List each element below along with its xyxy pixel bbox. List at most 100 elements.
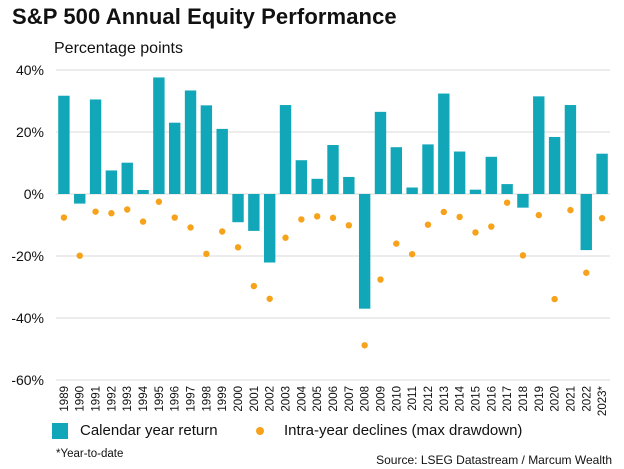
source-note: Source: LSEG Datastream / Marcum Wealth xyxy=(376,453,612,467)
bar xyxy=(105,170,118,194)
drawdown-dot xyxy=(408,250,416,258)
drawdown-dot xyxy=(203,250,210,258)
x-tick-label: 2018 xyxy=(518,386,530,412)
y-tick-label: -60% xyxy=(11,372,44,388)
bar xyxy=(580,194,592,251)
drawdown-dot xyxy=(503,199,511,206)
bar xyxy=(390,147,403,194)
drawdown-dot xyxy=(535,211,542,219)
drawdown-dot xyxy=(76,252,83,259)
x-tick-label: 2019 xyxy=(534,386,546,412)
drawdown-dot xyxy=(424,221,432,228)
chart-title: S&P 500 Annual Equity Performance xyxy=(12,4,397,29)
gridlines xyxy=(56,69,610,381)
bar xyxy=(438,93,450,194)
y-tick-label: -40% xyxy=(11,310,44,326)
bar xyxy=(216,128,228,194)
drawdown-dot xyxy=(108,210,115,217)
drawdown-dot xyxy=(313,213,321,220)
x-tick-label: 2000 xyxy=(233,386,245,412)
drawdown-dot xyxy=(282,234,289,241)
x-tick-label: 2004 xyxy=(296,385,308,411)
drawdown-dot xyxy=(393,240,400,247)
legend-item-calendar-return: Calendar year return xyxy=(52,422,218,439)
x-tick-label: 2007 xyxy=(344,386,356,412)
drawdown-dot xyxy=(187,224,194,231)
bar xyxy=(279,105,292,194)
x-tick-label: 1991 xyxy=(91,386,103,412)
bar xyxy=(200,105,213,194)
legend-bar-swatch xyxy=(52,422,68,439)
bar xyxy=(153,77,165,194)
bar xyxy=(406,187,418,194)
bar xyxy=(453,151,466,194)
drawdown-dot xyxy=(171,214,178,221)
drawdown-dot xyxy=(472,229,479,236)
bar xyxy=(564,105,577,194)
x-tick-label: 2014 xyxy=(455,385,467,411)
bar xyxy=(311,178,323,194)
y-tick-label: 0% xyxy=(24,186,44,202)
drawdown-dot xyxy=(583,269,590,276)
x-tick-label: 2020 xyxy=(550,386,562,412)
x-tick-label: 2008 xyxy=(360,386,372,412)
bar xyxy=(358,194,371,309)
bar xyxy=(263,194,276,263)
drawdown-dot xyxy=(155,198,163,205)
drawdown-dot xyxy=(551,295,558,303)
drawdown-dot xyxy=(250,282,258,290)
drawdown-dot xyxy=(139,218,147,225)
bar xyxy=(232,194,244,223)
drawdown-dot xyxy=(488,223,495,230)
bar xyxy=(295,160,308,194)
x-tick-label: 2002 xyxy=(265,386,277,412)
x-tick-label: 2003 xyxy=(281,386,293,412)
x-tick-label: 2017 xyxy=(502,386,514,412)
legend-dot-swatch xyxy=(256,426,264,435)
bar xyxy=(74,194,86,204)
x-tick-label: 2006 xyxy=(328,386,340,412)
x-tick-label: 1989 xyxy=(59,386,71,412)
drawdown-dot xyxy=(567,206,574,214)
dot-series xyxy=(60,198,606,349)
x-tick-label: 1997 xyxy=(186,386,198,412)
x-tick-label: 1998 xyxy=(201,386,213,412)
bar xyxy=(517,194,529,208)
bar xyxy=(58,95,70,194)
bar xyxy=(469,189,482,194)
drawdown-dot xyxy=(456,213,463,221)
y-axis-ticks: 40% 20% 0% -20% -40% -60% xyxy=(11,62,44,388)
drawdown-dot xyxy=(329,214,337,222)
x-tick-label: 2012 xyxy=(423,386,435,412)
drawdown-dot xyxy=(266,295,273,302)
bar xyxy=(137,189,149,194)
drawdown-dot xyxy=(440,208,447,216)
y-tick-label: 40% xyxy=(16,62,44,78)
bar xyxy=(596,153,608,194)
x-tick-label: 2016 xyxy=(486,386,498,412)
x-tick-label: 2001 xyxy=(249,386,261,412)
bar xyxy=(327,145,339,194)
legend-label-intra-year-declines: Intra-year declines (max drawdown) xyxy=(284,422,523,439)
y-tick-label: -20% xyxy=(11,248,44,264)
drawdown-dot xyxy=(298,216,305,223)
x-tick-label: 1992 xyxy=(106,386,118,412)
bar xyxy=(184,90,197,194)
x-tick-label: 2021 xyxy=(565,386,577,412)
legend-item-intra-year-declines: Intra-year declines (max drawdown) xyxy=(256,422,522,439)
x-tick-label: 2009 xyxy=(375,386,387,412)
bar xyxy=(343,176,355,194)
x-tick-label: 2013 xyxy=(439,386,451,412)
bar xyxy=(548,136,561,194)
bar xyxy=(501,184,513,194)
y-tick-label: 20% xyxy=(16,124,44,140)
legend-label-calendar-return: Calendar year return xyxy=(80,422,218,439)
footnote: *Year-to-date xyxy=(56,448,124,460)
bar xyxy=(422,144,434,194)
x-axis-ticks: 1989 1990 1991 1992 1993 1994 1995 1996 1997 1998… xyxy=(59,385,609,416)
x-tick-label: 1993 xyxy=(122,386,134,412)
drawdown-dot xyxy=(219,228,226,235)
x-tick-label: 2010 xyxy=(391,386,403,412)
x-tick-label: 2005 xyxy=(312,386,324,412)
